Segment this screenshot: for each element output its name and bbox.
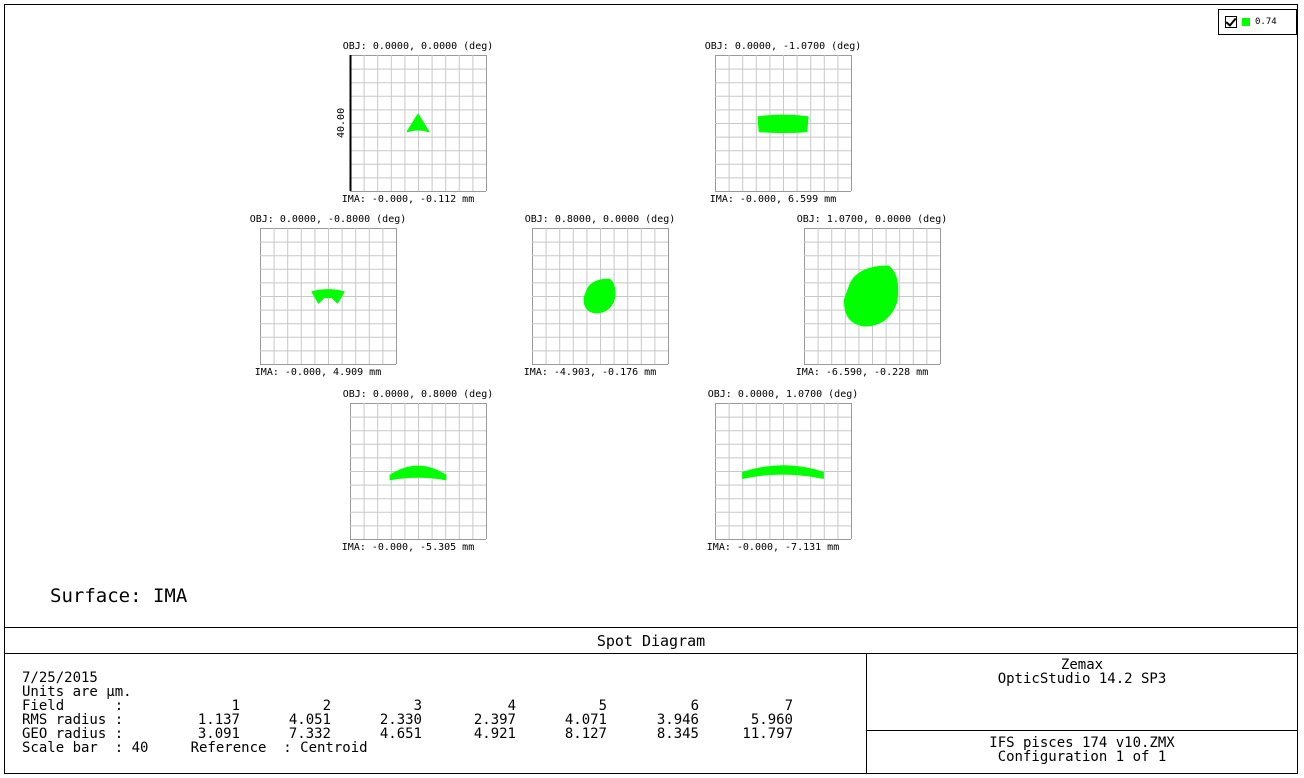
geo-value: 8.345 <box>656 726 699 742</box>
legend-checkbox[interactable] <box>1225 16 1237 28</box>
geo-label: GEO radius : <box>22 726 124 742</box>
spot-grid <box>350 55 487 192</box>
rms-value: 3.946 <box>656 712 699 728</box>
ima-label: IMA: -0.000, 6.599 mm <box>709 194 837 205</box>
spot-diagram-window: OBJ: 0.0000, 0.0000 (deg) IMA: -0.000, -0… <box>4 4 1298 774</box>
legend[interactable]: 0.74 <box>1218 9 1297 35</box>
spot-field-5 <box>844 265 899 327</box>
field-number: 2 <box>322 698 331 714</box>
obj-label: OBJ: 0.0000, -1.0700 (deg) <box>704 41 862 52</box>
spot-field-2 <box>757 114 809 134</box>
field-number: 7 <box>784 698 793 714</box>
product-name: OpticStudio 14.2 SP3 <box>997 671 1167 687</box>
spot-grid <box>350 403 487 540</box>
rms-value: 5.960 <box>750 712 793 728</box>
ima-label: IMA: -0.000, -0.112 mm <box>341 194 475 205</box>
ima-label: IMA: -0.000, 4.909 mm <box>254 367 382 378</box>
file-name: IFS pisces 174 v10.ZMX <box>989 735 1175 751</box>
spot-field-3 <box>311 289 345 304</box>
spot-field-1 <box>406 113 430 133</box>
rms-label: RMS radius : <box>22 712 124 728</box>
ima-label: IMA: -4.903, -0.176 mm <box>523 367 657 378</box>
ima-label: IMA: -0.000, -7.131 mm <box>706 542 840 553</box>
spot-field-7 <box>742 465 824 479</box>
date-text: 7/25/2015 <box>22 670 98 686</box>
rms-value: 2.330 <box>379 712 422 728</box>
geo-value: 4.921 <box>473 726 516 742</box>
surface-label: Surface: IMA <box>50 585 188 607</box>
spot-field-4 <box>583 278 616 314</box>
geo-value: 4.651 <box>379 726 422 742</box>
legend-label: 0.74 <box>1255 17 1277 27</box>
info-panel: 7/25/2015 Units are µm. Field : RMS radi… <box>5 654 867 773</box>
geo-value: 3.091 <box>197 726 240 742</box>
file-box: IFS pisces 174 v10.ZMX Configuration 1 o… <box>867 731 1297 773</box>
field-number: 5 <box>598 698 607 714</box>
obj-label: OBJ: 0.0000, -0.8000 (deg) <box>249 214 407 225</box>
field-number: 6 <box>690 698 699 714</box>
rms-value: 4.051 <box>288 712 331 728</box>
obj-label: OBJ: 0.8000, 0.0000 (deg) <box>524 214 676 225</box>
geo-value: 8.127 <box>564 726 607 742</box>
company-name: Zemax <box>1060 657 1104 673</box>
obj-label: OBJ: 1.0700, 0.0000 (deg) <box>796 214 948 225</box>
field-label: Field : <box>22 698 124 714</box>
spot-grid <box>260 228 397 365</box>
company-box: Zemax OpticStudio 14.2 SP3 <box>867 654 1297 731</box>
obj-label: OBJ: 0.0000, 1.0700 (deg) <box>707 389 859 400</box>
chart-title: Spot Diagram <box>5 627 1297 654</box>
geo-value: 7.332 <box>288 726 331 742</box>
spot-field-6 <box>389 465 447 481</box>
legend-swatch <box>1242 18 1250 26</box>
scale-bar <box>349 55 352 191</box>
units-text: Units are µm. <box>22 684 132 700</box>
ima-label: IMA: -6.590, -0.228 mm <box>795 367 929 378</box>
rms-value: 4.071 <box>564 712 607 728</box>
rms-value: 2.397 <box>473 712 516 728</box>
geo-value: 11.797 <box>742 726 793 742</box>
meta-panel: Zemax OpticStudio 14.2 SP3 IFS pisces 17… <box>867 654 1297 773</box>
field-number: 4 <box>507 698 516 714</box>
field-number: 3 <box>413 698 422 714</box>
spot-grid <box>715 403 852 540</box>
ima-label: IMA: -0.000, -5.305 mm <box>341 542 475 553</box>
scale-text: Scale bar : 40 Reference : Centroid <box>22 740 368 756</box>
rms-value: 1.137 <box>197 712 240 728</box>
obj-label: OBJ: 0.0000, 0.8000 (deg) <box>342 389 494 400</box>
spot-grid <box>804 228 941 365</box>
spot-grid <box>715 55 852 192</box>
plot-area: OBJ: 0.0000, 0.0000 (deg) IMA: -0.000, -0… <box>5 5 1297 627</box>
scale-bar-label: 40.00 <box>336 107 347 138</box>
field-number: 1 <box>231 698 240 714</box>
spot-grid <box>532 228 669 365</box>
config-text: Configuration 1 of 1 <box>997 749 1167 765</box>
obj-label: OBJ: 0.0000, 0.0000 (deg) <box>342 41 494 52</box>
